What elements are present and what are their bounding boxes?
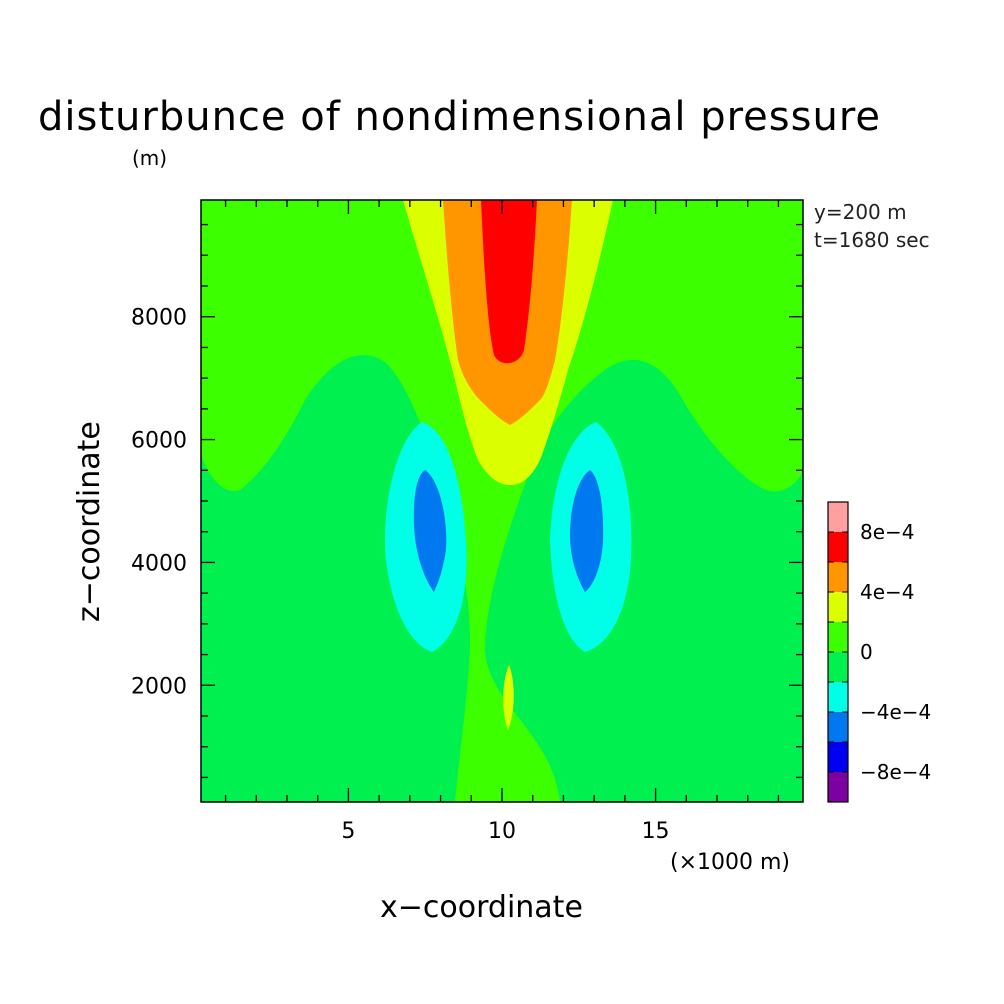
colorbar-swatch (828, 562, 848, 592)
colorbar-tick-label: 0 (860, 640, 873, 664)
y-tick-label: 8000 (131, 306, 187, 331)
colorbar-swatch (828, 742, 848, 772)
colorbar-tick-label: 8e−4 (860, 520, 915, 544)
y-tick-label: 4000 (131, 551, 187, 576)
x-unit-note: (×1000 m) (670, 850, 791, 875)
region-positive-small (503, 665, 514, 730)
colorbar-tick-label: 4e−4 (860, 580, 915, 604)
colorbar-swatch (828, 592, 848, 622)
region-positive-high (481, 200, 537, 364)
annotation-y: y=200 m (814, 200, 907, 224)
colorbar-swatch (828, 682, 848, 712)
colorbar: 8e−4 4e−4 0 −4e−4 −8e−4 (827, 501, 931, 803)
region-negative-strong-right (570, 470, 604, 592)
colorbar-swatch (828, 532, 848, 562)
colorbar-swatch (828, 712, 848, 742)
colorbar-swatch (828, 772, 848, 802)
x-tick-label: 10 (488, 819, 516, 844)
x-tick-label: 5 (341, 819, 355, 844)
y-tick-label: 6000 (131, 429, 187, 454)
y-unit-note: (m) (132, 146, 168, 170)
region-zero-to-plus (201, 200, 803, 802)
axis-ticks (201, 200, 803, 802)
colorbar-swatch (828, 622, 848, 652)
region-negative-strong-left (413, 470, 447, 592)
axis-tick-labels: 5 10 15 2000 4000 6000 8000 (131, 306, 670, 844)
plot-area (201, 200, 803, 802)
colorbar-swatch (828, 652, 848, 682)
chart-title: disturbunce of nondimensional pressure (38, 94, 881, 140)
colorbar-tick-label: −4e−4 (860, 700, 931, 724)
x-axis-label: x−coordinate (380, 890, 583, 925)
annotation-t: t=1680 sec (814, 228, 930, 252)
colorbar-swatch (828, 502, 848, 532)
colorbar-tick-label: −8e−4 (860, 760, 931, 784)
y-tick-label: 2000 (131, 674, 187, 699)
x-tick-label: 15 (642, 819, 670, 844)
